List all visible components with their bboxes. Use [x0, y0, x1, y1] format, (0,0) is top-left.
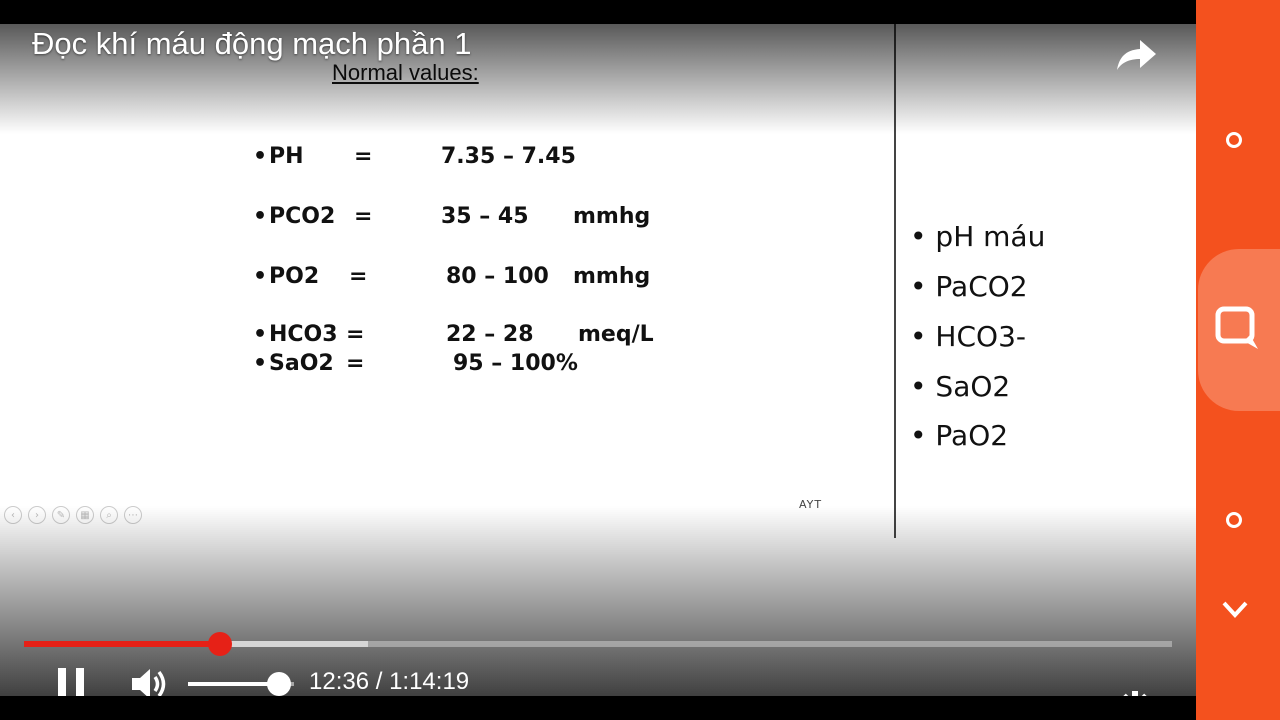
value-eq: =: [354, 204, 373, 229]
seek-played: [24, 641, 220, 647]
seek-track: [24, 641, 1172, 647]
grid-icon: ▦: [76, 506, 94, 524]
slide-toolbar: ‹ › ✎ ▦ ⌕ ⋯: [4, 506, 142, 526]
right-list-label: PaO2: [935, 419, 1009, 452]
pen-icon: ✎: [52, 506, 70, 524]
side-dot-icon[interactable]: [1226, 512, 1242, 528]
value-bullet: •: [253, 351, 268, 376]
right-list-label: SaO2: [935, 370, 1011, 403]
volume-icon: [132, 669, 166, 696]
value-range: 95 – 100%: [453, 351, 578, 376]
volume-handle[interactable]: [267, 672, 292, 696]
collapse-button[interactable]: [1220, 594, 1250, 624]
value-name: HCO3: [269, 322, 338, 347]
value-bullet: •: [253, 204, 268, 229]
chat-bubble-icon: [1215, 306, 1258, 349]
value-eq: =: [349, 264, 368, 289]
seek-handle[interactable]: [207, 632, 232, 656]
value-unit: mmhg: [573, 264, 651, 289]
value-name: PCO2: [269, 204, 336, 229]
value-name: PH: [269, 144, 304, 169]
value-eq: =: [346, 351, 365, 376]
volume-fill: [188, 682, 280, 686]
slide-next-icon: ›: [28, 506, 46, 524]
share-button[interactable]: [1112, 32, 1162, 76]
value-unit: meq/L: [578, 322, 654, 347]
time-display: 12:36 / 1:14:19: [309, 668, 470, 695]
right-list-item: • PaCO2: [910, 270, 1028, 303]
value-range: 35 – 45: [441, 204, 529, 229]
chevron-down-icon: [1222, 601, 1248, 618]
video-player[interactable]: Normal values: • PH = 7.35 – 7.45 • PCO2…: [0, 24, 1196, 696]
value-range: 7.35 – 7.45: [441, 144, 576, 169]
share-icon: [1117, 40, 1156, 70]
value-range: 80 – 100: [446, 264, 549, 289]
right-list-label: HCO3-: [935, 320, 1026, 353]
value-bullet: •: [253, 264, 268, 289]
slide-title: Normal values:: [332, 60, 479, 85]
right-list-item: • SaO2: [910, 370, 1011, 403]
right-list-label: pH máu: [935, 220, 1046, 253]
pause-icon: [58, 668, 84, 696]
value-name: SaO2: [269, 351, 334, 376]
seek-bar[interactable]: [24, 632, 1172, 656]
side-panel: [1196, 0, 1280, 720]
slide-divider: [894, 24, 896, 538]
chat-button[interactable]: [1198, 249, 1280, 411]
value-range: 22 – 28: [446, 322, 534, 347]
right-list-item: • HCO3-: [910, 320, 1026, 353]
right-list-item: • PaO2: [910, 419, 1009, 452]
zoom-icon: ⌕: [100, 506, 118, 524]
value-name: PO2: [269, 264, 320, 289]
slide-prev-icon: ‹: [4, 506, 22, 524]
more-icon: ⋯: [124, 506, 142, 524]
volume-slider[interactable]: [188, 672, 294, 696]
volume-button[interactable]: [128, 664, 172, 696]
pause-button[interactable]: [52, 664, 92, 696]
right-list-label: PaCO2: [935, 270, 1028, 303]
value-eq: =: [346, 322, 365, 347]
video-title: Đọc khí máu động mạch phần 1: [32, 26, 472, 61]
value-bullet: •: [253, 322, 268, 347]
settings-button[interactable]: [1116, 688, 1154, 696]
gear-icon: [1121, 691, 1149, 696]
value-bullet: •: [253, 144, 268, 169]
right-list-item: • pH máu: [910, 220, 1046, 253]
slide-footer-mark: AYT: [799, 498, 823, 511]
side-dot-icon[interactable]: [1226, 132, 1242, 148]
value-unit: mmhg: [573, 204, 651, 229]
bottom-gradient: [0, 506, 1196, 696]
value-eq: =: [354, 144, 373, 169]
